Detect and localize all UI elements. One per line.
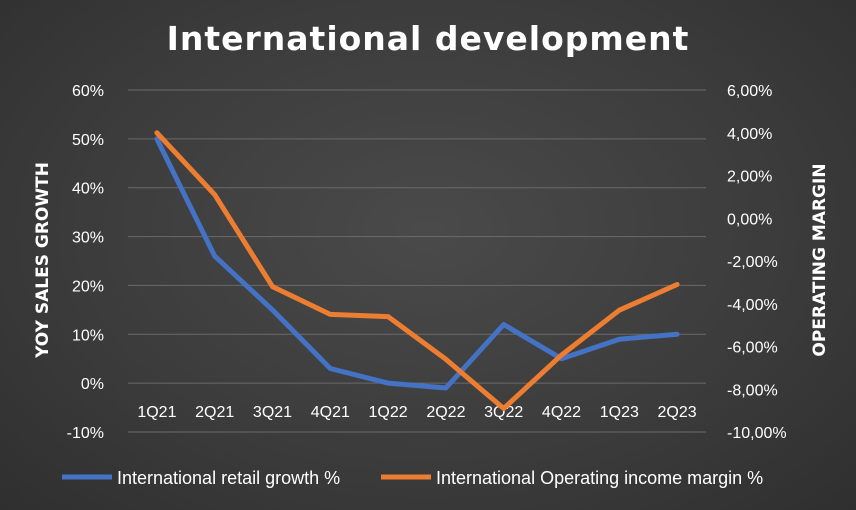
series-line-retail-growth xyxy=(154,136,680,391)
x-tick-label: 1Q21 xyxy=(137,404,176,421)
x-tick-label: 3Q21 xyxy=(253,404,292,421)
left-tick-label: 20% xyxy=(72,278,104,295)
series-lines xyxy=(154,130,680,411)
right-axis-label: OPERATING MARGIN xyxy=(810,163,830,356)
left-axis-label: YOY SALES GROWTH xyxy=(33,162,53,359)
x-axis-ticks: 1Q21 2Q21 3Q21 4Q21 1Q22 2Q22 3Q22 4Q22 1Q23 2Q23 xyxy=(137,404,696,421)
x-tick-label: 1Q23 xyxy=(600,404,639,421)
legend-label-retail-growth: International retail growth % xyxy=(117,468,340,488)
right-tick-label: -8,00% xyxy=(727,382,778,399)
right-tick-label: -4,00% xyxy=(727,297,778,314)
x-tick-label: 4Q21 xyxy=(311,404,350,421)
right-tick-label: 4,00% xyxy=(727,126,772,143)
series-line-operating-margin xyxy=(154,130,680,411)
left-tick-label: 10% xyxy=(72,327,104,344)
left-tick-label: 40% xyxy=(72,181,104,198)
right-tick-label: -2,00% xyxy=(727,254,778,271)
left-tick-label: 0% xyxy=(81,376,104,393)
x-tick-label: 2Q21 xyxy=(195,404,234,421)
x-tick-label: 1Q22 xyxy=(369,404,408,421)
legend-label-operating-margin: International Operating income margin % xyxy=(436,468,763,488)
right-tick-label: -10,00% xyxy=(727,425,787,442)
right-axis-ticks: 6,00% 4,00% 2,00% 0,00% -2,00% -4,00% -6,00% -8… xyxy=(727,83,787,442)
right-tick-label: 2,00% xyxy=(727,169,772,186)
left-axis-ticks: 60% 50% 40% 30% 20% 10% 0% -10% xyxy=(67,83,104,442)
left-tick-label: 50% xyxy=(72,132,104,149)
chart-title: International development xyxy=(167,19,690,58)
legend: International retail growth % Internatio… xyxy=(62,468,763,488)
left-tick-label: -10% xyxy=(67,425,104,442)
x-tick-label: 2Q23 xyxy=(658,404,697,421)
left-tick-label: 60% xyxy=(72,83,104,100)
x-tick-label: 2Q22 xyxy=(426,404,465,421)
right-tick-label: 6,00% xyxy=(727,83,772,100)
right-tick-label: -6,00% xyxy=(727,340,778,357)
x-tick-label: 3Q22 xyxy=(484,404,523,421)
gridlines xyxy=(128,89,706,433)
right-tick-label: 0,00% xyxy=(727,211,772,228)
left-tick-label: 30% xyxy=(72,230,104,247)
x-tick-label: 4Q22 xyxy=(542,404,581,421)
